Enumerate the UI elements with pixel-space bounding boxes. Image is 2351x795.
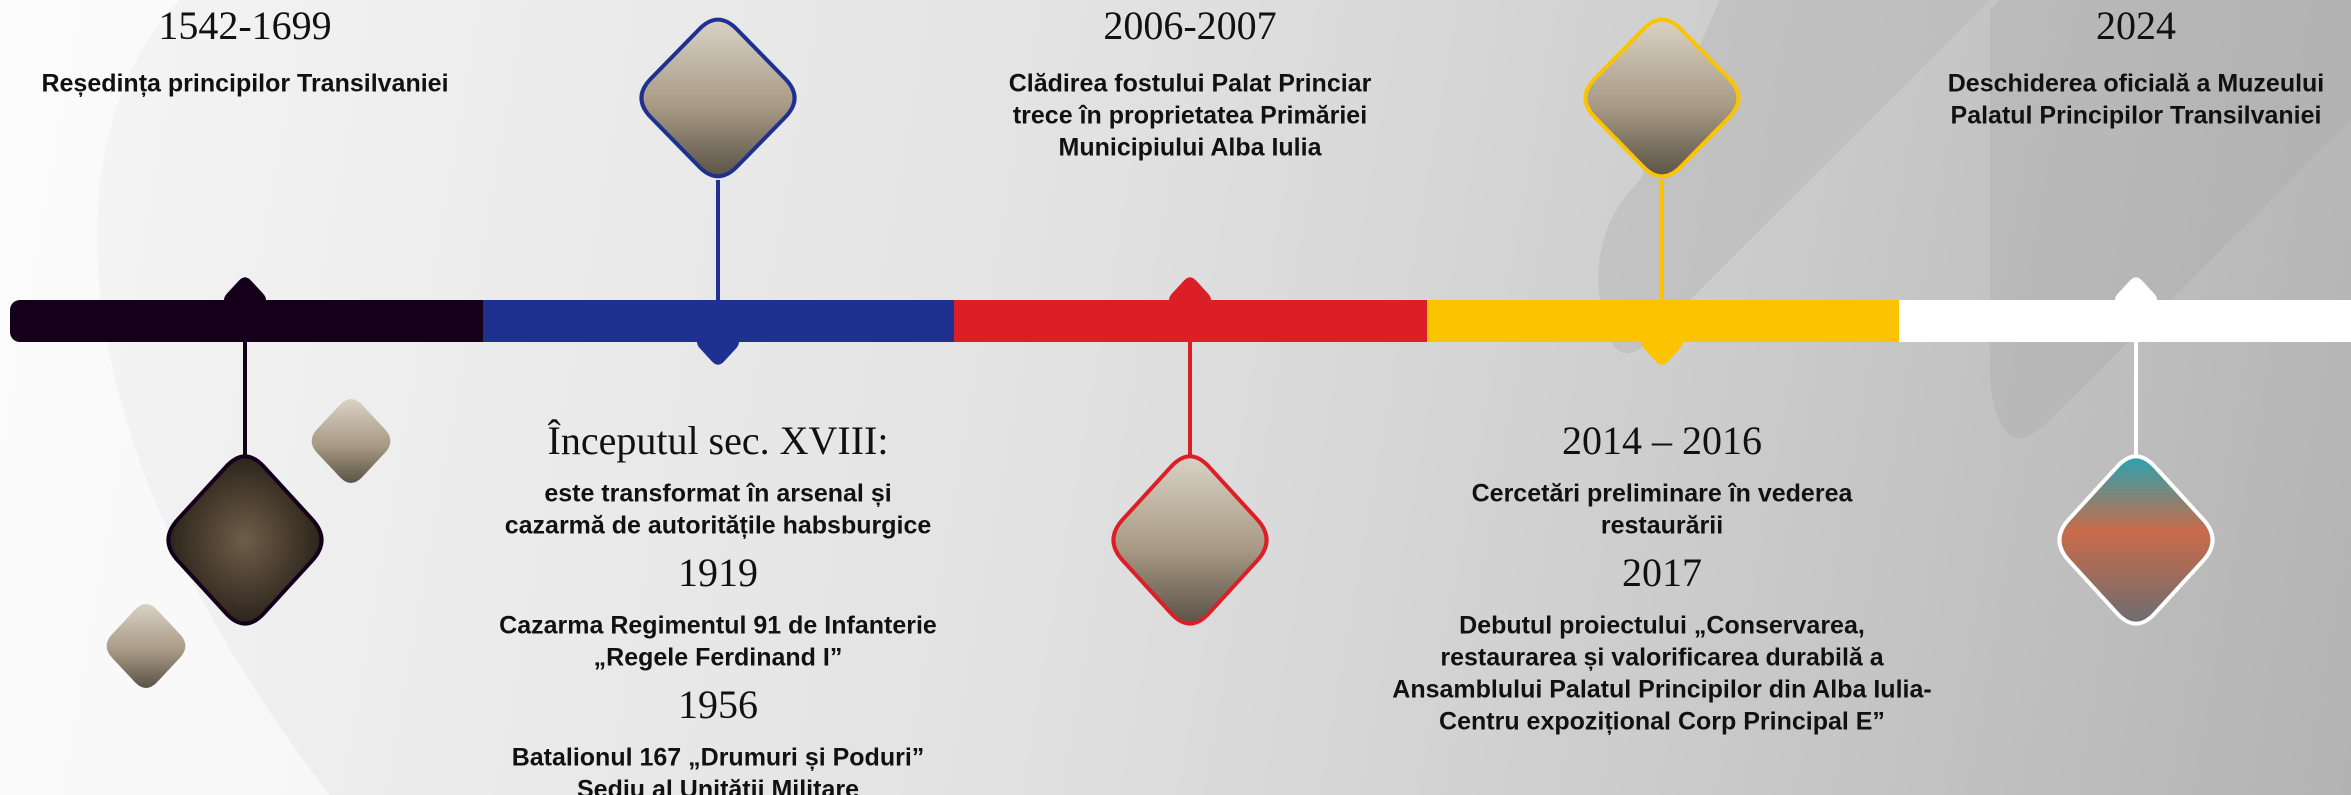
- event-heading: 1542-1699: [158, 3, 331, 48]
- event-text: Clădirea fostului Palat Princiar: [1009, 70, 1372, 98]
- event-text: Cercetări preliminare în vederea: [1472, 480, 1854, 508]
- background-stripe: [1990, 0, 2351, 438]
- photo: [641, 20, 794, 177]
- event-text: Reședința principilor Transilvaniei: [41, 70, 448, 98]
- event-text: Deschiderea oficială a Muzeului: [1948, 70, 2325, 98]
- page: 1542-1699 Reședința principilor Transilva…: [0, 0, 2351, 795]
- event-text: Ansamblului Palatul Principilor din Alba…: [1392, 676, 1931, 704]
- background-swoosh: [0, 0, 330, 795]
- photo: [2059, 456, 2212, 623]
- event-heading: 1956: [678, 682, 758, 727]
- photo: [1113, 456, 1266, 623]
- event-text: trece în proprietatea Primăriei: [1013, 102, 1367, 130]
- event-text: „Regele Ferdinand I”: [594, 644, 843, 672]
- event-text: Batalionul 167 „Drumuri și Poduri”: [512, 744, 925, 772]
- event-heading: 2006-2007: [1103, 3, 1276, 48]
- event-heading: Începutul sec. XVIII:: [548, 418, 889, 463]
- event-text: Cazarma Regimentul 91 de Infanterie: [499, 612, 937, 640]
- portrait: [312, 399, 391, 483]
- event-text: cazarmă de autoritățile habsburgice: [505, 512, 932, 540]
- timeline: 1542-1699 Reședința principilor Transilva…: [0, 0, 2351, 795]
- event-heading: 2017: [1622, 550, 1702, 595]
- event-text: Municipiului Alba Iulia: [1059, 134, 1323, 162]
- event-text: Debutul proiectului „Conservarea,: [1459, 612, 1865, 640]
- event-text: Sediu al Unității Militare: [577, 776, 859, 795]
- event-text: este transformat în arsenal și: [544, 480, 891, 508]
- event-text: restaurării: [1601, 512, 1723, 540]
- event-heading: 1919: [678, 550, 758, 595]
- event-text: restaurarea și valorificarea durabilă a: [1440, 644, 1884, 672]
- event-text: Centru expozițional Corp Principal E”: [1439, 708, 1885, 736]
- event-text: Palatul Principilor Transilvaniei: [1951, 102, 2322, 130]
- event-heading: 2014 – 2016: [1562, 418, 1762, 463]
- event-heading: 2024: [2096, 3, 2176, 48]
